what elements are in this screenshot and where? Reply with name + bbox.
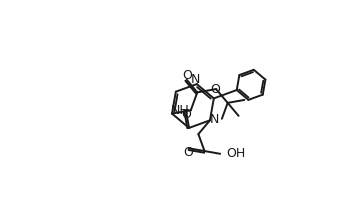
- Text: O: O: [182, 69, 192, 82]
- Text: NH: NH: [170, 104, 189, 117]
- Text: N: N: [191, 73, 200, 86]
- Text: N: N: [210, 113, 219, 126]
- Text: O: O: [183, 146, 193, 159]
- Text: O: O: [211, 83, 221, 96]
- Text: OH: OH: [227, 147, 246, 160]
- Text: O: O: [181, 108, 191, 121]
